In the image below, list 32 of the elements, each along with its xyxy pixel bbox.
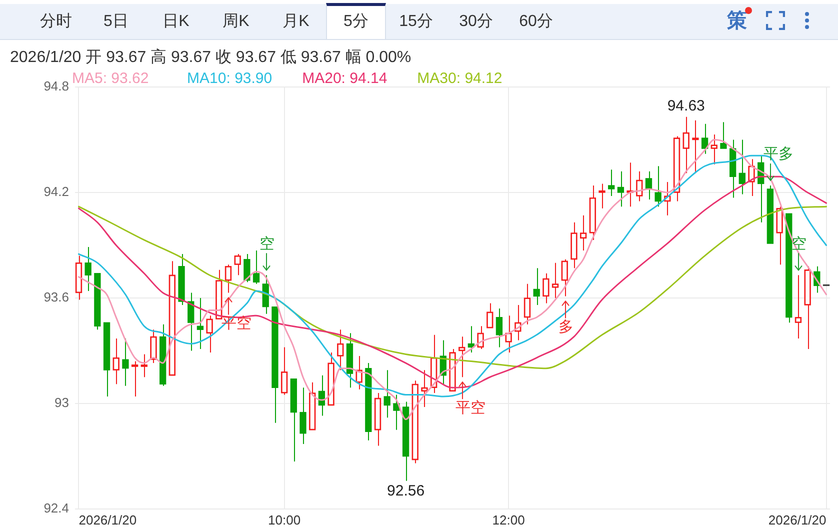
y-tick-label: 93	[54, 395, 69, 410]
text: MA30: 94.12	[417, 70, 502, 88]
x-tick-label: 12:00	[492, 512, 525, 527]
y-tick-label: 92.4	[44, 500, 69, 516]
annotation: 平空	[456, 399, 486, 416]
x-tick-label: 10:00	[268, 512, 301, 527]
text: 分时	[39, 12, 73, 32]
y-tick-label: 94.8	[44, 78, 69, 94]
text: MA10: 93.90	[187, 70, 272, 88]
text: 15分	[398, 12, 434, 32]
tab[interactable]: 5分	[326, 3, 386, 39]
text: 周K	[222, 12, 250, 32]
text: 94.63	[667, 98, 705, 115]
annotation: 多	[558, 318, 574, 336]
annotation: 空	[792, 235, 806, 252]
chart-subtitle: 2026/1/20 开 93.67 高 93.67 收 93.67 低 93.67 幅 0.00%	[10, 48, 412, 66]
y-tick-label: 94.2	[44, 184, 69, 200]
text: 92.56	[387, 482, 425, 500]
text: 策	[727, 9, 747, 33]
text: 60分	[518, 12, 554, 32]
text: MA20: 94.14	[302, 70, 388, 88]
text: 30分	[458, 12, 494, 32]
text: 日K	[162, 12, 190, 32]
annotation: 平多	[764, 146, 794, 163]
line-series	[78, 206, 828, 370]
text: 月K	[282, 12, 310, 32]
x-tick-label: 2026/1/20	[768, 512, 826, 527]
text: 5日	[102, 12, 130, 32]
text: MA5: 93.62	[72, 70, 149, 88]
x-tick-label: 2026/1/20	[78, 512, 137, 527]
annotation: 空	[260, 235, 274, 252]
y-tick-label: 93.6	[44, 290, 69, 305]
